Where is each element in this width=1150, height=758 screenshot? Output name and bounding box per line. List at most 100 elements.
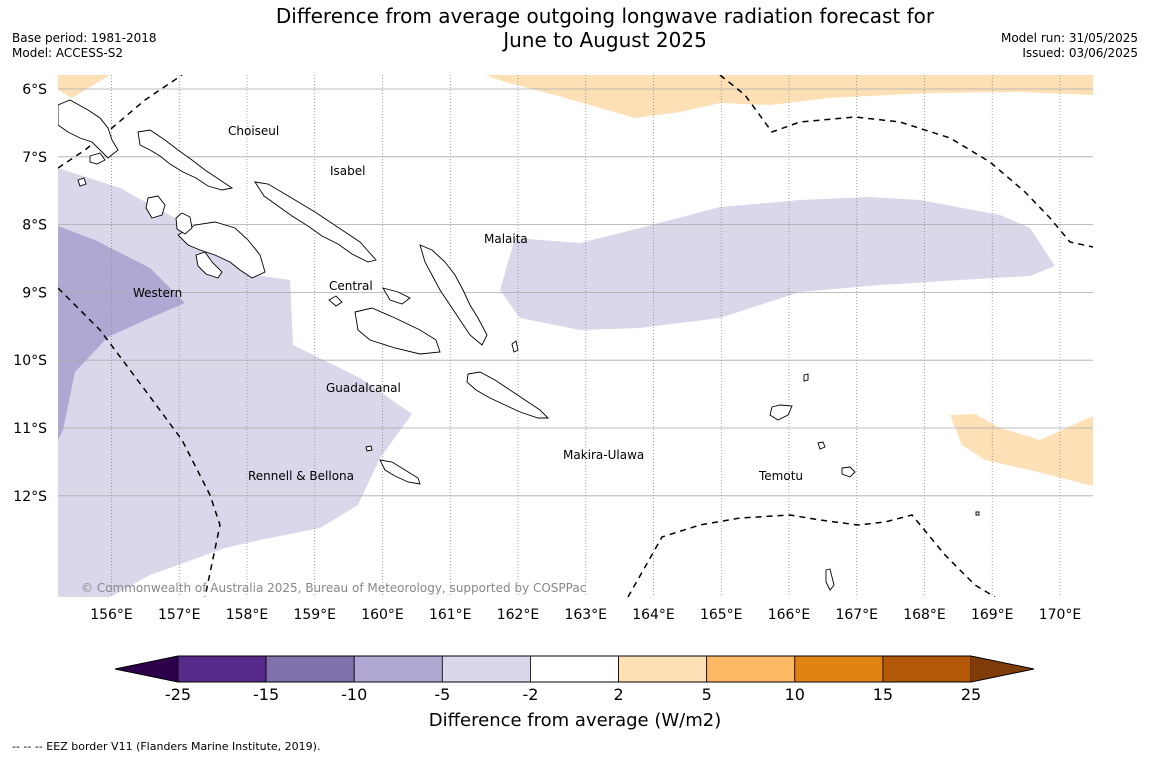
eez-border-west-north [58,75,183,169]
olr-shade-medium-purple [58,226,185,440]
province-labels: Choiseul Isabel Malaita Western Central … [133,124,803,483]
russell-islands [328,295,343,307]
latitude-label: 7°S [22,150,47,166]
colorbar-tick-label: -25 [165,685,191,704]
label-malaita: Malaita [484,232,528,246]
longitude-label: 158°E [226,607,269,623]
colorbar-box [265,655,355,683]
latitude-label: 9°S [22,285,47,301]
eez-border-west-south [58,287,221,597]
longitude-label: 162°E [497,607,540,623]
colorbar: -25 -15 -10 -5 -2 2 5 10 15 25 Difference from av… [114,655,1035,731]
colorbar-box [441,655,531,683]
label-choiseul: Choiseul [228,124,279,138]
colorbar-tick-label: 10 [785,685,805,704]
label-rennell-bellona: Rennell & Bellona [248,469,354,483]
colorbar-box [882,655,972,683]
kolombangara-island [145,195,166,219]
longitude-label: 168°E [903,607,946,623]
label-makira-ulawa: Makira-Ulawa [563,448,644,462]
map-plot-area: Choiseul Isabel Malaita Western Central … [58,75,1093,597]
latitude-label: 12°S [13,489,47,505]
longitude-label: 165°E [700,607,743,623]
colorbar-tick-label: 5 [702,685,712,704]
rendova-island [195,251,223,279]
vanikoro-island [841,466,856,478]
longitude-label: 170°E [1039,607,1082,623]
colorbar-tick-label: 15 [873,685,893,704]
longitude-label: 157°E [158,607,201,623]
longitude-label: 160°E [361,607,404,623]
makira-island [466,371,550,419]
longitude-label: 163°E [564,607,607,623]
longitude-gridlines [111,75,1061,597]
longitude-label: 156°E [90,607,133,623]
longitude-label: 167°E [835,607,878,623]
colorbar-under-arrow [115,656,178,682]
ulawa-island [511,340,519,353]
longitude-label: 169°E [971,607,1014,623]
malaita-island [419,244,488,346]
colorbar-box [353,655,443,683]
longitude-labels: 156°E 157°E 158°E 159°E 160°E 161°E 162°E 163°E… [90,607,1081,623]
santa-isabel-island [254,181,377,263]
header-left: Base period: 1981-2018 Model: ACCESS-S2 [12,31,157,61]
new-georgia-island [177,221,266,279]
colorbar-tick-labels: -25 -15 -10 -5 -2 2 5 10 15 25 [165,685,981,704]
title-line-2: June to August 2025 [503,28,707,52]
header-right: Model run: 31/05/2025 Issued: 03/06/2025 [1001,31,1138,61]
colorbar-outline [114,655,1035,683]
label-guadalcanal: Guadalcanal [326,381,401,395]
duff-islands [803,373,809,382]
colorbar-box [618,655,708,683]
model-text: Model: ACCESS-S2 [12,46,124,60]
colorbar-tick-label: -2 [522,685,538,704]
latitude-label: 11°S [13,421,47,437]
bougainville-coast [58,99,119,159]
copyright-notice: © Commonwealth of Australia 2025, Bureau… [81,581,586,595]
tikopia-island [825,568,835,591]
olr-shade-light-orange-nw [58,75,110,98]
rennell-island [379,459,421,485]
olr-shade-light-purple-east [500,197,1055,330]
colorbar-tick-label: 25 [961,685,981,704]
longitude-label: 159°E [293,607,336,623]
base-period-text: Base period: 1981-2018 [12,31,157,45]
choiseul-island [137,129,234,191]
utupua-island [817,441,826,450]
colorbar-tick-label: 2 [613,685,623,704]
longitude-label: 166°E [768,607,811,623]
colorbar-box [530,655,619,683]
islands [58,99,980,591]
florida-islands [382,287,411,305]
colorbar-over-arrow [971,656,1034,682]
latitude-label: 8°S [22,218,47,234]
santa-cruz-island [769,404,793,421]
anuta-island [975,511,980,516]
colorbar-box [794,655,884,683]
title-line-1: Difference from average outgoing longwav… [275,4,935,28]
eez-border-north-east [719,75,1093,248]
map-title: Difference from average outgoing longwav… [0,4,1150,52]
treasury-islands [77,177,87,187]
label-isabel: Isabel [330,164,365,178]
latitude-label: 10°S [13,353,47,369]
longitude-label: 161°E [429,607,472,623]
colorbar-label: Difference from average (W/m2) [429,710,721,731]
shortland-islands [89,152,106,165]
issued-text: Issued: 03/06/2025 [1022,46,1138,60]
guadalcanal-island [354,307,441,355]
model-run-text: Model run: 31/05/2025 [1000,31,1138,45]
colorbar-tick-label: -5 [434,685,450,704]
colorbar-tick-label: -15 [253,685,279,704]
olr-shade-light-orange-se [950,414,1093,486]
latitude-labels: 6°S 7°S 8°S 9°S 10°S 11°S 12°S [13,82,47,505]
colorbar-box [706,655,796,683]
eez-borders [58,75,1093,597]
eez-border-south [627,514,996,597]
label-central: Central [329,279,373,293]
longitude-label: 164°E [632,607,675,623]
latitude-label: 6°S [22,82,47,98]
eez-footer-note: -- -- -- EEZ border V11 (Flanders Marine… [12,740,321,753]
vella-lavella-island [175,212,193,235]
